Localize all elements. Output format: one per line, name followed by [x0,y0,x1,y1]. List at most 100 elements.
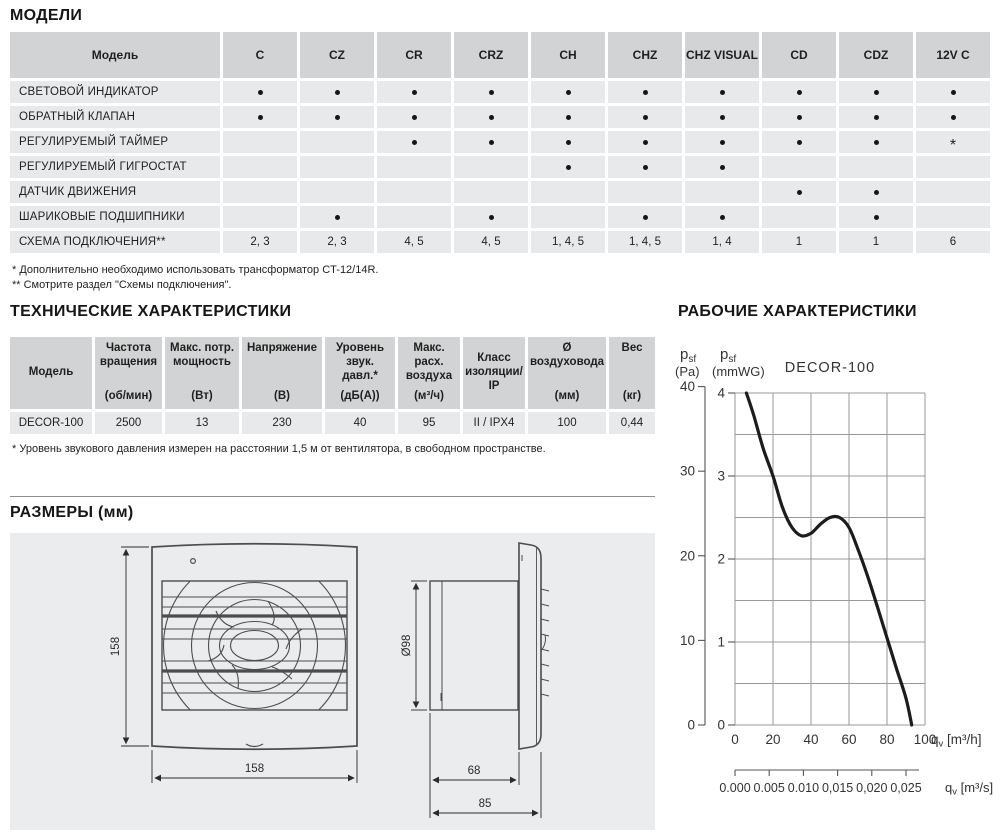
dim-front-height: 158 [110,637,122,656]
feature-dot [488,89,494,95]
feature-value-cell [608,181,682,203]
models-footnotes: * Дополнительно необходимо использовать … [12,263,378,293]
svg-text:0: 0 [717,718,725,733]
tech-header-name: Модель [28,366,74,379]
feature-dot [873,189,879,195]
feature-value-cell [839,181,913,203]
feature-value-cell: 4, 5 [377,231,451,253]
feature-value-cell [300,131,374,153]
feature-value-cell: * [916,131,990,153]
svg-text:20: 20 [765,732,780,747]
feature-dot [642,114,648,120]
feature-dot [565,114,571,120]
svg-text:1: 1 [717,635,725,650]
feature-value-cell [531,131,605,153]
performance-curve [744,391,914,727]
front-dimensions [121,546,358,783]
feature-value-cell [762,156,836,178]
feature-value-cell [223,206,297,228]
dimensions-drawing: 158 158 [110,542,550,818]
feature-label: СВЕТОВОЙ ИНДИКАТОР [10,81,220,103]
feature-label: СХЕМА ПОДКЛЮЧЕНИЯ** [10,231,220,253]
dimensions-panel: 158 158 [10,533,655,830]
feature-value-cell: 1 [839,231,913,253]
feature-asterisk: * [949,136,957,154]
feature-value-cell [454,206,528,228]
tech-value-cell: 13 [165,412,239,434]
feature-value-cell: 2, 3 [223,231,297,253]
tech-value-cell: 95 [398,412,460,434]
svg-text:0: 0 [731,732,739,747]
tech-value-cell: DECOR-100 [10,412,92,434]
model-column-header-chz-visual: CHZ VISUAL [685,32,759,78]
tech-header-name: Ø воздуховода [529,342,605,368]
model-column-header-cd: CD [762,32,836,78]
feature-dot [950,89,956,95]
feature-dot [719,164,725,170]
feature-value-cell [454,181,528,203]
feature-value-cell [223,181,297,203]
tech-value-cell: 100 [528,412,606,434]
grille-slats [162,596,347,694]
svg-text:0,025: 0,025 [890,781,921,795]
models-feature-table: Модель C CZ CR CRZ CH CHZ CHZ VISUAL CD CDZ 12V C С… [10,32,990,253]
models-section-title: МОДЕЛИ [10,7,83,24]
svg-text:psf: psf [680,346,696,365]
svg-text:80: 80 [879,732,894,747]
x-axis-m3h-labels: 0 20 40 60 80 100 [731,732,936,747]
svg-text:3: 3 [717,469,725,484]
svg-text:0.010: 0.010 [788,781,819,795]
feature-value-cell [454,81,528,103]
feature-value-cell [300,106,374,128]
section-divider [10,496,655,497]
svg-text:40: 40 [680,379,695,394]
svg-text:psf: psf [720,346,736,365]
svg-text:4: 4 [717,386,725,401]
feature-value-cell [762,131,836,153]
feature-dot [642,214,648,220]
feature-dot [719,89,725,95]
footnote-wiring: ** Смотрите раздел "Схемы подключения". [12,279,232,291]
svg-text:40: 40 [803,732,818,747]
dims-section-title: РАЗМЕРЫ (мм) [10,504,134,521]
feature-value-cell [839,81,913,103]
feature-dot [873,89,879,95]
feature-value-cell [762,106,836,128]
feature-label: РЕГУЛИРУЕМЫЙ ТАЙМЕР [10,131,220,153]
feature-label: РЕГУЛИРУЕМЫЙ ГИГРОСТАТ [10,156,220,178]
feature-dot [565,89,571,95]
feature-dot [334,89,340,95]
feature-value-cell: 6 [916,231,990,253]
tech-column-header: Вес (кг) [609,337,655,409]
x-axis-m3s-unit: qv [m³/s] [945,780,993,798]
feature-value-cell [531,156,605,178]
svg-text:10: 10 [680,633,695,648]
tech-header-name: Макс. расх. воздуха [405,342,453,382]
feature-value-cell: 1, 4, 5 [531,231,605,253]
feature-dot [565,164,571,170]
dim-front-width: 158 [245,763,264,775]
tech-value-cell: 0,44 [609,412,655,434]
mmwg-ticks [728,392,735,726]
mmwg-axis-label: psf (mmWG) [712,346,765,379]
feature-dot [257,114,263,120]
feature-value-cell [377,106,451,128]
feature-dot [411,89,417,95]
pa-axis [698,386,706,726]
svg-text:(Pa): (Pa) [675,364,700,379]
feature-value-cell [762,181,836,203]
fan-side-view [429,542,550,750]
feature-dot [873,139,879,145]
feature-value-cell [531,181,605,203]
tech-header-unit: (м³/ч) [414,390,444,403]
side-slat-ticks [540,588,550,697]
feature-value-cell [685,106,759,128]
tech-header-unit: (об/мин) [104,390,153,403]
model-column-header-cr: CR [377,32,451,78]
feature-value-cell [685,206,759,228]
tech-header-unit: (дБ(А)) [340,390,380,403]
feature-dot [719,114,725,120]
feature-label: ОБРАТНЫЙ КЛАПАН [10,106,220,128]
feature-dot [719,214,725,220]
